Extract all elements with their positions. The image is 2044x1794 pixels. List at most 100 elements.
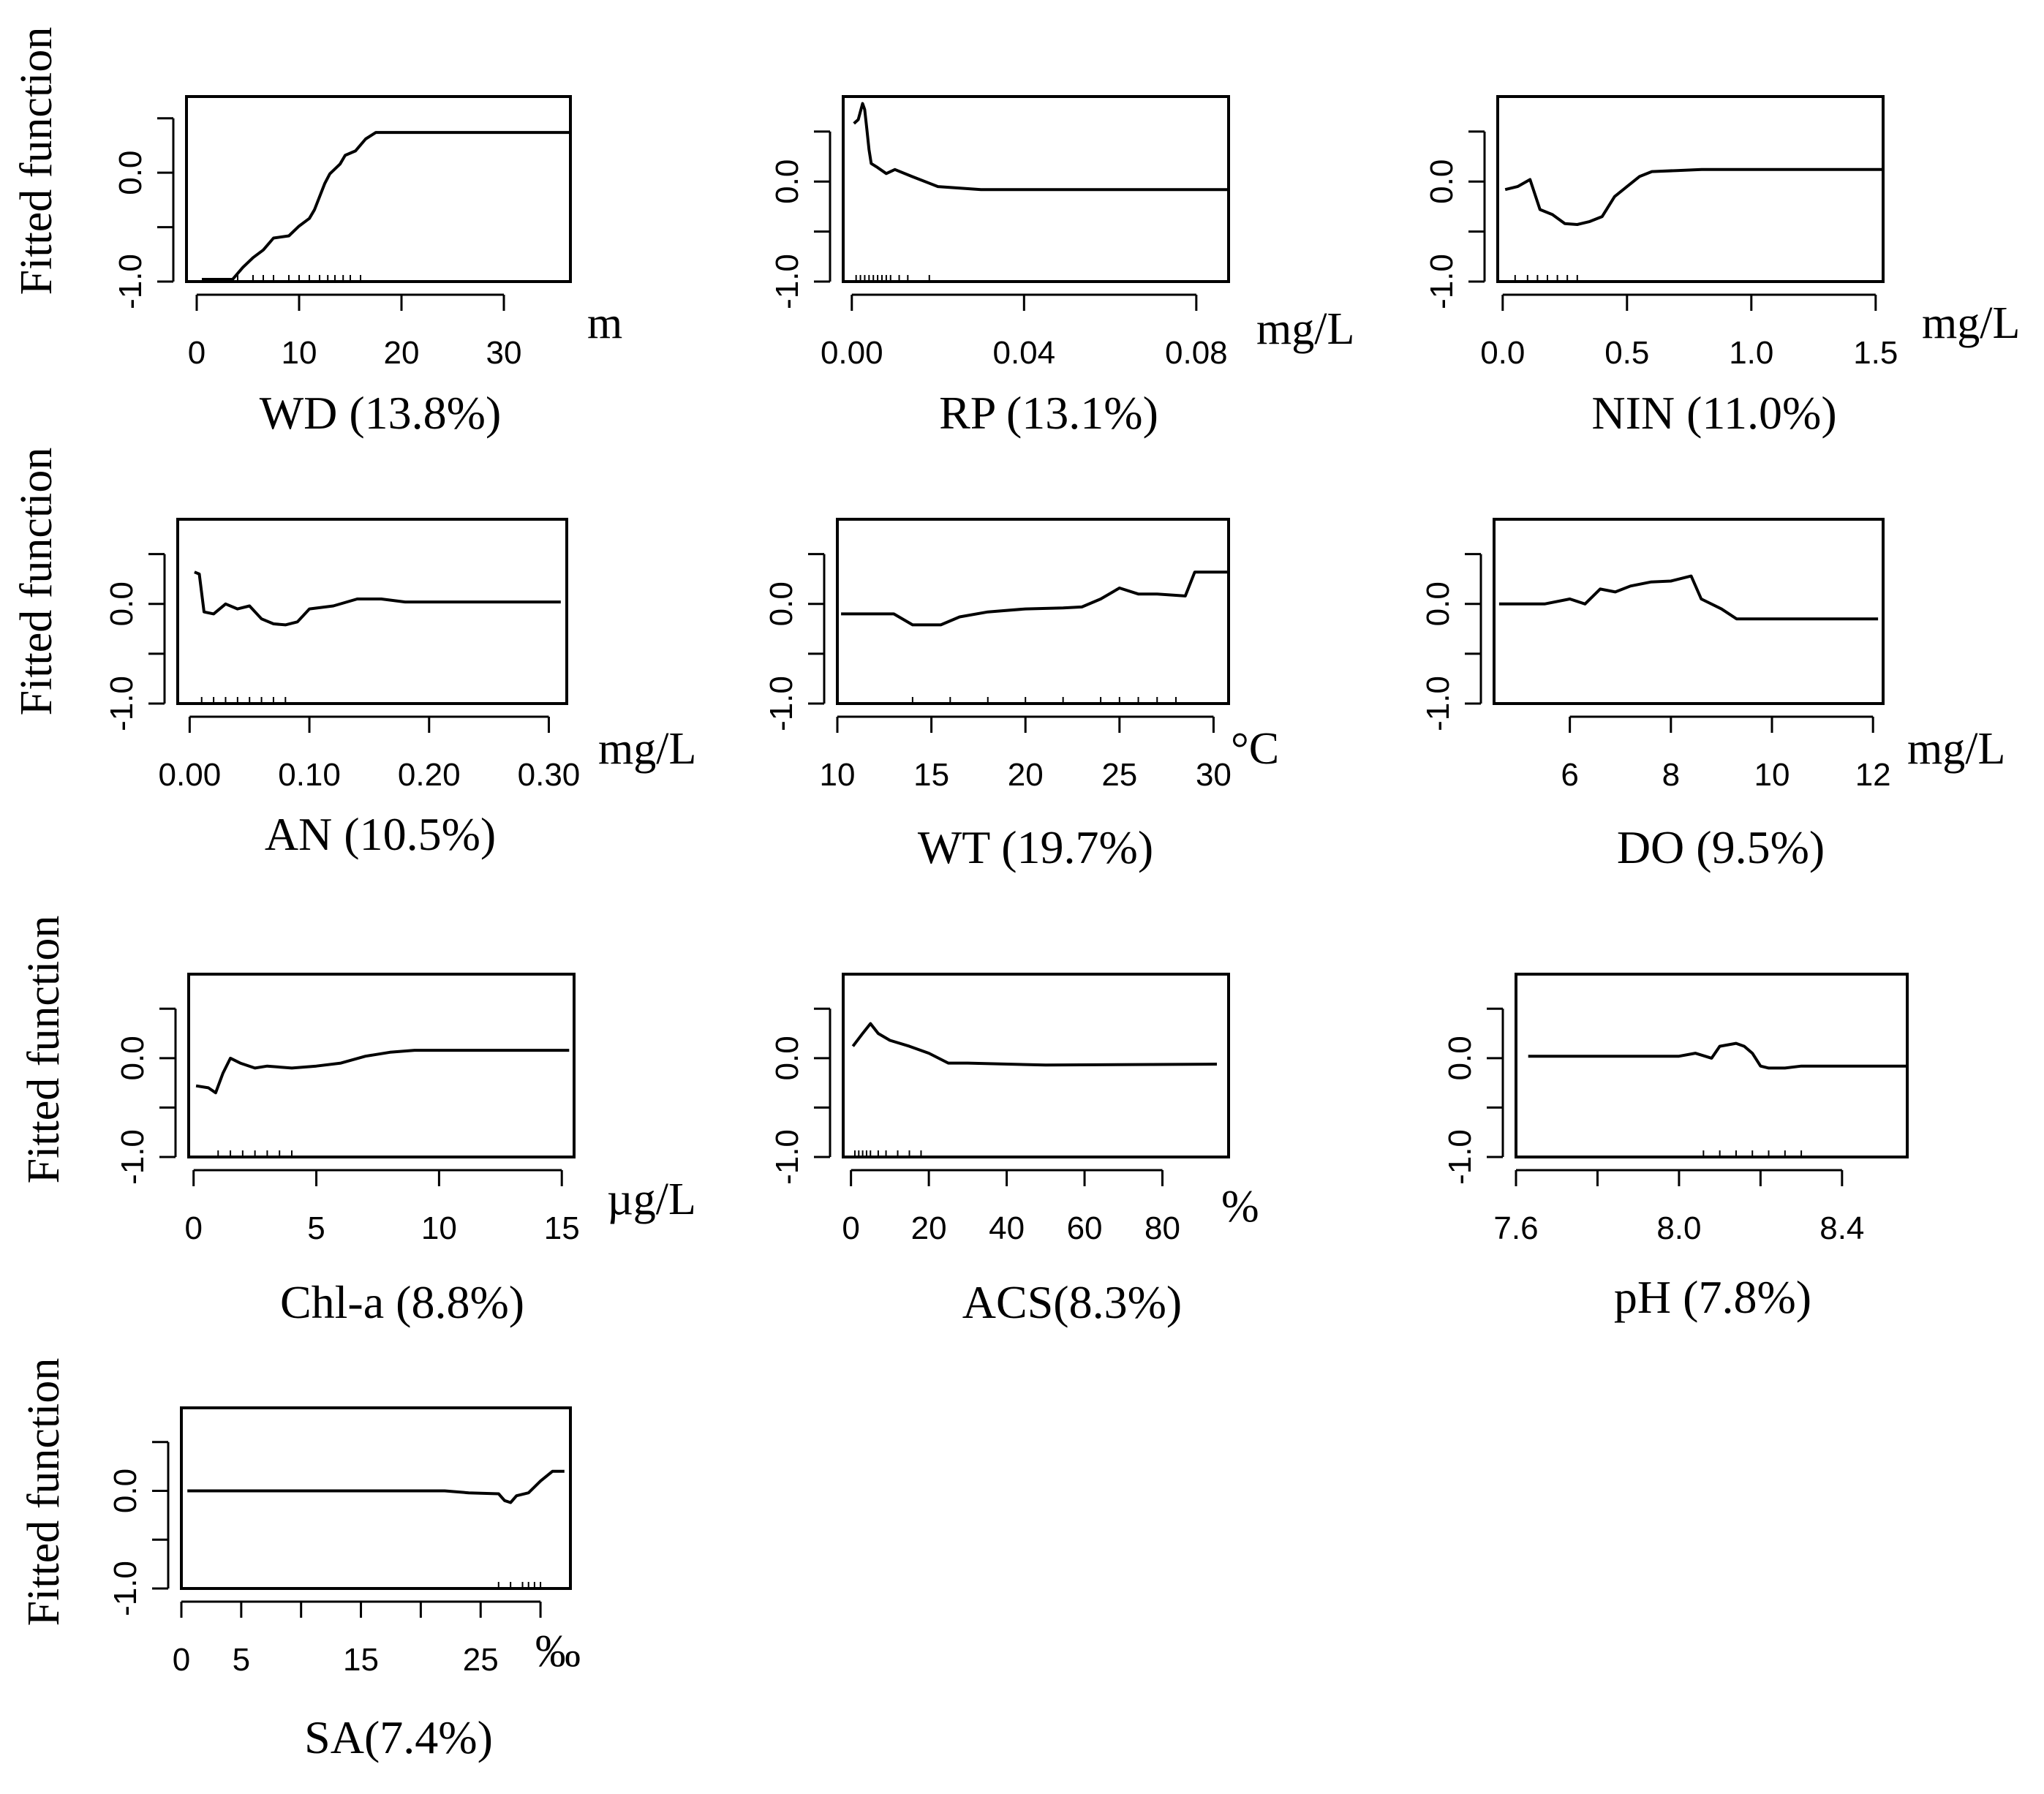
x-axis: 6 8 10 12 xyxy=(1561,715,1891,793)
plot-frame xyxy=(1496,95,1885,283)
x-tick-label: 0.00 xyxy=(821,335,883,371)
x-axis: 0 5 15 25 xyxy=(173,1600,542,1678)
panel-title: AN (10.5%) xyxy=(265,808,496,860)
fitted-line xyxy=(1504,167,1883,226)
x-tick-label: 1.5 xyxy=(1853,335,1898,371)
x-tick-label: 30 xyxy=(486,335,522,371)
x-tick-label: 80 xyxy=(1144,1210,1180,1246)
y-axis: -1.0 0.0 xyxy=(104,553,166,731)
panel-4: 0.00 0.10 0.20 0.30 -1.0 0.0 AN (10.5%) mg/L Fit… xyxy=(12,448,696,860)
rug xyxy=(200,697,287,703)
plot-frame xyxy=(180,1406,572,1590)
x-unit-label: ‰ xyxy=(535,1627,581,1676)
x-tick-label: 15 xyxy=(343,1642,379,1678)
panel-title: WT (19.7%) xyxy=(918,821,1153,873)
y-tick-label: 0.0 xyxy=(1424,159,1460,204)
y-tick-label: -1.0 xyxy=(769,254,805,309)
x-axis: 0.0 0.5 1.0 1.5 xyxy=(1480,293,1898,371)
y-axis: -1.0 0.0 xyxy=(115,1007,177,1185)
x-tick-label: 0.10 xyxy=(278,757,341,793)
x-tick-label: 10 xyxy=(820,757,856,793)
y-tick-label: 0.0 xyxy=(763,581,799,626)
y-tick-label: -1.0 xyxy=(1420,676,1456,731)
y-axis: -1.0 0.0 xyxy=(108,1441,170,1616)
y-axis: -1.0 0.0 xyxy=(1424,130,1486,309)
panel-title: RP (13.1%) xyxy=(939,387,1158,439)
x-tick-label: 30 xyxy=(1196,757,1232,793)
y-tick-label: 0.0 xyxy=(108,1469,143,1513)
panel-9: 7.6 8.0 8.4 -1.0 0.0 pH (7.8%) xyxy=(1442,973,1909,1323)
x-tick-label: 60 xyxy=(1067,1210,1103,1246)
plot-frame xyxy=(1493,518,1885,705)
x-tick-label: 10 xyxy=(421,1210,457,1246)
x-tick-label: 20 xyxy=(1008,757,1044,793)
x-unit-label: µg/L xyxy=(607,1175,696,1224)
y-tick-label: 0.0 xyxy=(115,1036,151,1080)
x-axis: 10 15 20 25 30 xyxy=(820,715,1232,793)
y-tick-label: 0.0 xyxy=(113,151,148,195)
y-axis-title: Fitted function xyxy=(19,916,69,1184)
fitted-line xyxy=(187,1469,565,1504)
x-tick-label: 0.5 xyxy=(1604,335,1649,371)
x-tick-label: 0.0 xyxy=(1480,335,1525,371)
y-axis: -1.0 0.0 xyxy=(1420,553,1482,731)
x-tick-label: 0 xyxy=(173,1642,190,1678)
y-tick-label: -1.0 xyxy=(113,254,148,309)
fitted-line xyxy=(1528,1041,1907,1070)
x-unit-label: °C xyxy=(1231,724,1279,774)
x-tick-label: 0.04 xyxy=(992,335,1055,371)
panel-title: DO (9.5%) xyxy=(1617,821,1825,873)
x-tick-label: 1.0 xyxy=(1729,335,1773,371)
x-unit-label: mg/L xyxy=(1922,298,2020,348)
x-tick-label: 25 xyxy=(1101,757,1137,793)
plot-frame xyxy=(185,95,572,283)
fitted-line xyxy=(195,1049,570,1095)
panel-8: 0 20 40 60 80 -1.0 0.0 ACS(8.3%)% xyxy=(769,973,1259,1328)
panel-5: 10 15 20 25 30 -1.0 0.0 WT (19.7%) °C xyxy=(763,518,1279,873)
y-tick-label: -1.0 xyxy=(763,676,799,731)
x-tick-label: 12 xyxy=(1855,757,1891,793)
y-axis-title: Fitted function xyxy=(19,1358,69,1627)
y-axis: -1.0 0.0 xyxy=(769,1007,831,1185)
x-tick-label: 8.0 xyxy=(1656,1210,1701,1246)
rug xyxy=(1702,1150,1803,1156)
rug xyxy=(497,1582,542,1588)
rug xyxy=(217,1150,293,1156)
fitted-line xyxy=(202,131,570,281)
x-unit-label: % xyxy=(1221,1182,1259,1232)
x-tick-label: 5 xyxy=(307,1210,325,1246)
x-tick-label: 8 xyxy=(1662,757,1680,793)
rug xyxy=(237,275,361,281)
x-tick-label: 0 xyxy=(184,1210,202,1246)
panel-7: 0 5 10 15 -1.0 0.0 Chl-a (8.8%) µg/L Fitted func… xyxy=(19,916,696,1328)
x-axis: 0.00 0.10 0.20 0.30 xyxy=(159,715,580,793)
y-axis: -1.0 0.0 xyxy=(763,553,826,731)
y-axis-title: Fitted function xyxy=(12,27,61,295)
x-tick-label: 0 xyxy=(188,335,205,371)
y-axis-title: Fitted function xyxy=(12,448,61,716)
panel-1: 0 10 20 30 -1.0 0.0 WD (13.8%) m Fitted function xyxy=(12,27,622,439)
x-unit-label: mg/L xyxy=(1256,304,1354,354)
x-axis: 7.6 8.0 8.4 xyxy=(1493,1169,1864,1246)
x-tick-label: 15 xyxy=(913,757,949,793)
panel-3: 0.0 0.5 1.0 1.5 -1.0 0.0 NIN (11.0%) mg/L xyxy=(1424,95,2020,439)
x-tick-label: 25 xyxy=(463,1642,499,1678)
y-axis: -1.0 0.0 xyxy=(113,117,175,309)
x-tick-label: 20 xyxy=(384,335,420,371)
plot-frame xyxy=(836,518,1230,705)
x-unit-label: mg/L xyxy=(1907,724,2005,774)
fitted-line xyxy=(851,1022,1218,1067)
x-axis: 0 10 20 30 xyxy=(188,293,522,371)
plot-frame xyxy=(842,973,1230,1158)
x-tick-label: 0.08 xyxy=(1165,335,1228,371)
y-tick-label: -1.0 xyxy=(1442,1129,1478,1185)
x-unit-label: mg/L xyxy=(598,724,696,774)
x-tick-label: 5 xyxy=(233,1642,250,1678)
rug xyxy=(1514,275,1578,281)
y-tick-label: -1.0 xyxy=(104,676,140,731)
panel-title: NIN (11.0%) xyxy=(1591,387,1836,439)
x-axis: 0 20 40 60 80 xyxy=(842,1169,1180,1246)
fitted-line xyxy=(841,570,1229,627)
x-tick-label: 8.4 xyxy=(1819,1210,1864,1246)
